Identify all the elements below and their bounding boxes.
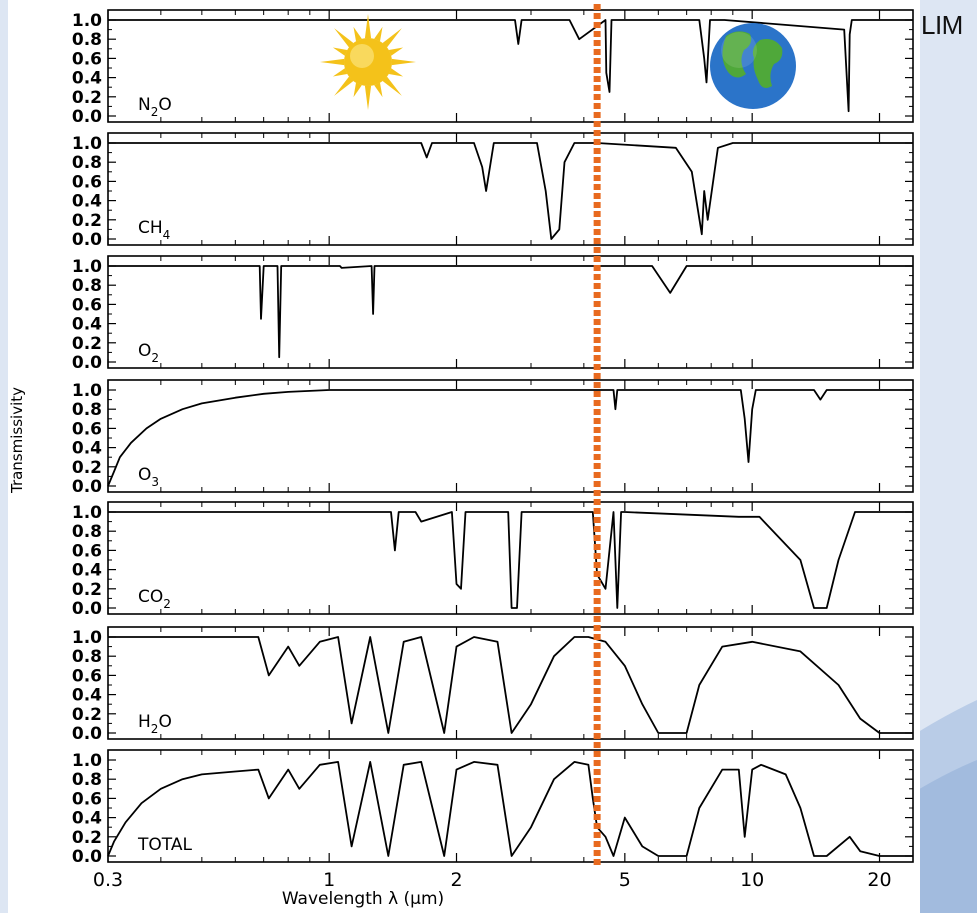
y-tick-label: 0.6 [72, 541, 102, 561]
series-line-N2O [108, 19, 913, 113]
earth-land [722, 31, 752, 78]
series-line-H2O [108, 636, 913, 734]
earth-land [752, 39, 783, 88]
y-tick-label: 0.2 [72, 828, 102, 848]
panel-label-H2O: H2O [138, 712, 172, 736]
sun-ray [388, 47, 404, 56]
y-tick-label: 0.8 [72, 770, 102, 790]
panel-label-O2: O2 [138, 341, 159, 365]
y-axis-title: Transmissivity [8, 387, 26, 494]
panel-label-CH4: CH4 [138, 218, 170, 242]
y-tick-label: 1.0 [72, 628, 102, 648]
y-tick-label: 0.6 [72, 172, 102, 192]
y-tick-label: 0.8 [72, 647, 102, 667]
sun-highlight [350, 44, 374, 68]
y-tick-label: 0.0 [72, 107, 102, 127]
y-tick-label: 0.8 [72, 30, 102, 50]
sun-ray [332, 47, 348, 56]
y-tick-label: 0.0 [72, 477, 102, 497]
earth-icon [710, 23, 796, 109]
series-line-O3 [107, 389, 913, 487]
panel-label-CO2: CO2 [138, 587, 171, 611]
transmissivity-figure: 1.0 0.8 0.6 0.4 0.2 0.0 N2O 1.0 0.8 0.6 0.4 0.2 0.0 C… [8, 0, 920, 913]
panel-frame-3 [107, 255, 914, 369]
y-tick-label: 1.0 [72, 257, 102, 277]
y-tick-label: 0.4 [72, 686, 102, 706]
series-line-CO2 [108, 511, 913, 609]
y-tick-label: 0.6 [72, 49, 102, 69]
series-line-TOTAL [107, 761, 913, 857]
y-tick-label: 1.0 [72, 381, 102, 401]
x-axis-title: Wavelength λ (μm) [282, 889, 444, 909]
y-tick-label: 0.4 [72, 561, 102, 581]
sun-ray [334, 76, 354, 96]
panel-label-O3: O3 [138, 465, 159, 489]
y-tick-label: 0.2 [72, 705, 102, 725]
y-tick-label: 0.6 [72, 666, 102, 686]
panel-frame-2 [107, 132, 914, 246]
sun-ray [391, 58, 416, 66]
y-tick-label: 1.0 [72, 503, 102, 523]
y-tick-label: 0.4 [72, 315, 102, 335]
sun-ray [334, 28, 354, 48]
sun-ray [353, 26, 362, 42]
y-tick-label: 1.0 [72, 751, 102, 771]
y-tick-label: 0.8 [72, 276, 102, 296]
y-tick-label: 0.2 [72, 334, 102, 354]
y-tick-label: 0.0 [72, 230, 102, 250]
y-tick-label: 0.4 [72, 69, 102, 89]
panel-label-TOTAL: TOTAL [137, 835, 192, 855]
x-tick-label: 2 [450, 869, 462, 891]
sun-ray [382, 76, 402, 96]
y-tick-label: 0.2 [72, 580, 102, 600]
y-tick-label: 0.0 [72, 724, 102, 744]
x-tick-label: 1 [323, 869, 335, 891]
x-tick-label: 20 [867, 869, 891, 891]
y-tick-label: 0.6 [72, 789, 102, 809]
y-tick-label: 1.0 [72, 11, 102, 31]
series-line-O2 [108, 265, 913, 359]
y-tick-label: 0.8 [72, 522, 102, 542]
sun-ray [388, 68, 404, 77]
sun-ray [332, 68, 348, 77]
sun-ray [353, 82, 362, 98]
y-tick-label: 0.2 [72, 211, 102, 231]
y-tick-label: 0.8 [72, 153, 102, 173]
sun-ray [364, 85, 372, 110]
y-tick-label: 0.6 [72, 295, 102, 315]
y-tick-label: 0.0 [72, 353, 102, 373]
sun-ray [320, 58, 345, 66]
y-tick-label: 0.8 [72, 400, 102, 420]
series-line-CH4 [108, 142, 913, 240]
side-label: LIM [921, 10, 963, 40]
sun-ray [382, 28, 402, 48]
transmissivity-chart: 1.00.80.60.40.20.0N2O1.00.80.60.40.20.0C… [8, 4, 914, 909]
sun-ray [374, 26, 383, 42]
earth-highlight [721, 32, 757, 68]
y-tick-label: 1.0 [72, 134, 102, 154]
x-tick-label: 10 [740, 869, 764, 891]
y-tick-label: 0.4 [72, 809, 102, 829]
panel-label-N2O: N2O [138, 95, 172, 119]
y-tick-label: 0.6 [72, 419, 102, 439]
y-tick-label: 0.0 [72, 599, 102, 619]
panel-frame-4 [107, 379, 914, 493]
y-tick-label: 0.0 [72, 847, 102, 867]
y-tick-label: 0.4 [72, 439, 102, 459]
y-tick-label: 0.2 [72, 88, 102, 108]
x-tick-label: 5 [619, 869, 631, 891]
x-tick-label: 0.3 [93, 869, 123, 891]
y-tick-label: 0.4 [72, 192, 102, 212]
sun-ray [374, 82, 383, 98]
sun-ray [364, 14, 372, 39]
y-tick-label: 0.2 [72, 458, 102, 478]
